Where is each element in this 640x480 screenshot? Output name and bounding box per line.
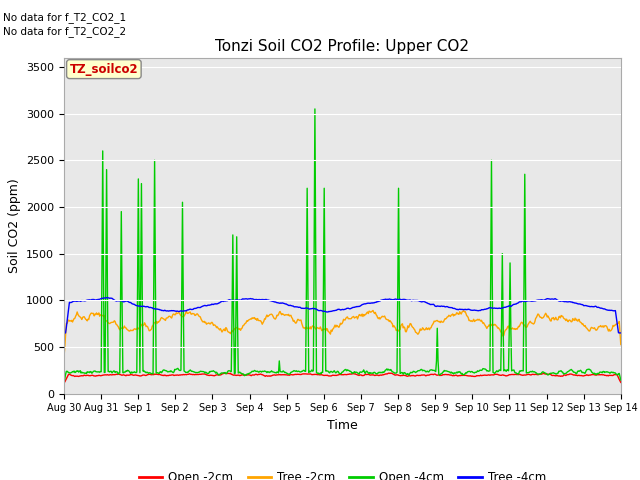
Text: No data for f_T2_CO2_1: No data for f_T2_CO2_1 — [3, 12, 126, 23]
Text: No data for f_T2_CO2_2: No data for f_T2_CO2_2 — [3, 26, 126, 37]
Legend: Open -2cm, Tree -2cm, Open -4cm, Tree -4cm: Open -2cm, Tree -2cm, Open -4cm, Tree -4… — [134, 466, 550, 480]
Y-axis label: Soil CO2 (ppm): Soil CO2 (ppm) — [8, 178, 20, 273]
X-axis label: Time: Time — [327, 419, 358, 432]
Text: TZ_soilco2: TZ_soilco2 — [70, 63, 138, 76]
Title: Tonzi Soil CO2 Profile: Upper CO2: Tonzi Soil CO2 Profile: Upper CO2 — [216, 39, 469, 54]
